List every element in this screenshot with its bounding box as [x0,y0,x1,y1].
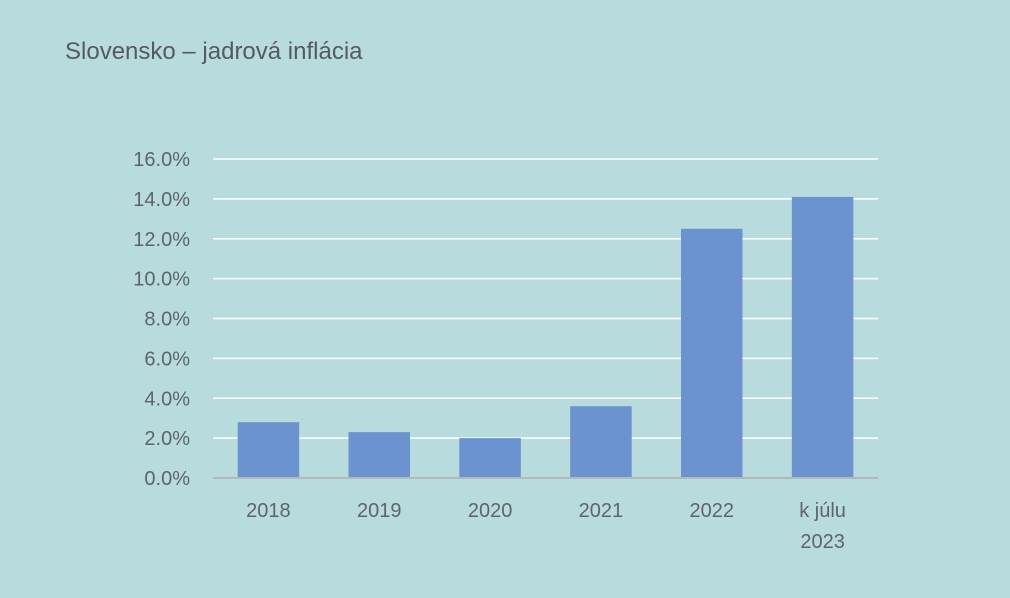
x-tick-label: 2018 [246,500,291,522]
bar [348,432,411,478]
gridlines [213,158,878,439]
bar [570,406,632,478]
y-tick-label: 16.0% [133,149,190,171]
x-tick-label-line: 2022 [690,500,735,522]
x-tick-label: k júlu 2023 [799,500,846,553]
y-tick-label: 2.0% [144,428,190,450]
y-tick-label: 6.0% [144,348,190,370]
x-tick-label-line: 2023 [800,531,845,553]
y-tick-label: 14.0% [133,189,190,211]
labels: 0.0% 2.0% 4.0% 6.0% 8.0% 10.0% 12.0% 14.0% 16.0%… [133,149,846,553]
y-tick-label: 8.0% [144,309,190,331]
bar [237,422,300,478]
y-tick-label: 12.0% [133,229,190,251]
x-tick-label-line: k júlu [799,500,846,522]
x-tick-label-line: 2020 [468,500,513,522]
x-tick-label-line: 2021 [579,500,624,522]
y-tick-label: 0.0% [144,468,190,490]
x-tick-label-line: 2018 [246,500,291,522]
x-tick-label: 2020 [468,500,513,522]
bars [237,196,854,478]
bar [459,438,521,478]
x-tick-label: 2021 [579,500,624,522]
x-tick-label: 2019 [357,500,402,522]
bar [791,196,854,478]
bar [680,228,743,478]
y-tick-label: 10.0% [133,269,190,291]
x-tick-label: 2022 [690,500,735,522]
y-tick-label: 4.0% [144,388,190,410]
chart-title: Slovensko – jadrová inflácia [65,38,363,65]
x-tick-label-line: 2019 [357,500,402,522]
